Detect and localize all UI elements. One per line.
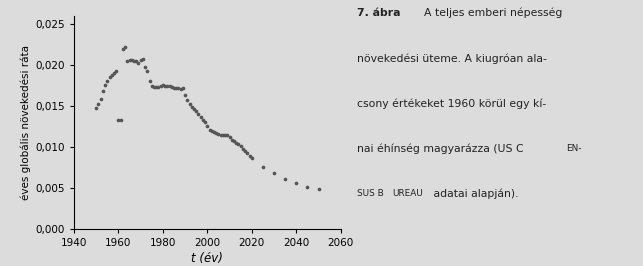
Point	[194, 112, 204, 116]
Point	[160, 84, 170, 88]
Point	[269, 171, 279, 175]
Point	[213, 132, 224, 136]
Point	[189, 107, 199, 111]
Point	[247, 156, 257, 160]
Point	[195, 115, 206, 120]
Point	[95, 97, 105, 102]
Point	[200, 119, 210, 124]
Point	[186, 105, 197, 109]
Point	[235, 144, 246, 148]
Point	[211, 131, 221, 135]
Point	[215, 132, 226, 137]
Point	[149, 85, 159, 89]
Point	[147, 84, 157, 89]
Point	[258, 164, 268, 169]
Point	[116, 118, 126, 122]
Point	[158, 82, 168, 87]
Text: csony értékeket 1960 körül egy kí-: csony értékeket 1960 körül egy kí-	[357, 98, 546, 109]
Point	[169, 86, 179, 90]
Point	[142, 69, 152, 73]
Point	[93, 102, 104, 106]
Point	[127, 58, 137, 62]
Point	[162, 84, 172, 88]
Point	[220, 132, 230, 137]
Point	[140, 65, 150, 69]
Point	[280, 177, 291, 181]
Point	[227, 138, 237, 142]
Point	[167, 85, 177, 89]
Point	[238, 146, 248, 151]
Point	[104, 75, 114, 80]
Point	[224, 135, 235, 139]
Point	[118, 47, 128, 51]
Point	[111, 69, 122, 73]
Point	[176, 87, 186, 91]
Text: adatai alapján).: adatai alapján).	[430, 189, 518, 199]
Point	[165, 84, 175, 88]
Point	[229, 139, 239, 143]
Point	[231, 141, 241, 145]
X-axis label: t (év): t (év)	[192, 252, 223, 265]
Point	[98, 89, 108, 93]
Point	[153, 85, 163, 89]
Point	[204, 128, 215, 132]
Point	[209, 130, 219, 134]
Point	[222, 133, 233, 138]
Text: EN-: EN-	[566, 144, 582, 153]
Point	[291, 181, 302, 185]
Point	[242, 151, 253, 156]
Point	[102, 79, 113, 84]
Text: A teljes emberi népesség: A teljes emberi népesség	[424, 8, 563, 18]
Point	[91, 106, 102, 111]
Point	[138, 56, 148, 61]
Point	[174, 86, 184, 90]
Point	[107, 73, 117, 77]
Point	[131, 59, 141, 63]
Text: 7. ábra: 7. ábra	[357, 8, 401, 18]
Point	[171, 86, 181, 90]
Point	[145, 78, 155, 83]
Point	[177, 86, 188, 90]
Point	[244, 154, 255, 158]
Point	[136, 58, 146, 62]
Point	[122, 59, 132, 63]
Point	[202, 124, 212, 128]
Point	[302, 185, 312, 189]
Point	[100, 82, 110, 87]
Point	[191, 109, 201, 113]
Text: UREAU: UREAU	[392, 189, 422, 198]
Point	[156, 84, 166, 88]
Point	[120, 45, 131, 49]
Point	[113, 118, 123, 122]
Point	[133, 61, 143, 65]
Point	[198, 118, 208, 122]
Text: SUS B: SUS B	[357, 189, 384, 198]
Text: növekedési üteme. A kiugróan ala-: növekedési üteme. A kiugróan ala-	[357, 53, 547, 64]
Point	[124, 58, 134, 62]
Text: nai éhínség magyarázza (US C: nai éhínség magyarázza (US C	[357, 144, 523, 154]
Point	[109, 71, 119, 75]
Point	[151, 85, 161, 89]
Point	[182, 98, 192, 102]
Point	[313, 186, 323, 191]
Point	[240, 149, 250, 153]
Point	[206, 129, 217, 134]
Y-axis label: éves globális növekedési ráta: éves globális növekedési ráta	[21, 45, 31, 200]
Point	[185, 101, 195, 106]
Point	[180, 92, 190, 97]
Point	[129, 59, 139, 63]
Point	[218, 132, 228, 137]
Point	[233, 142, 244, 147]
